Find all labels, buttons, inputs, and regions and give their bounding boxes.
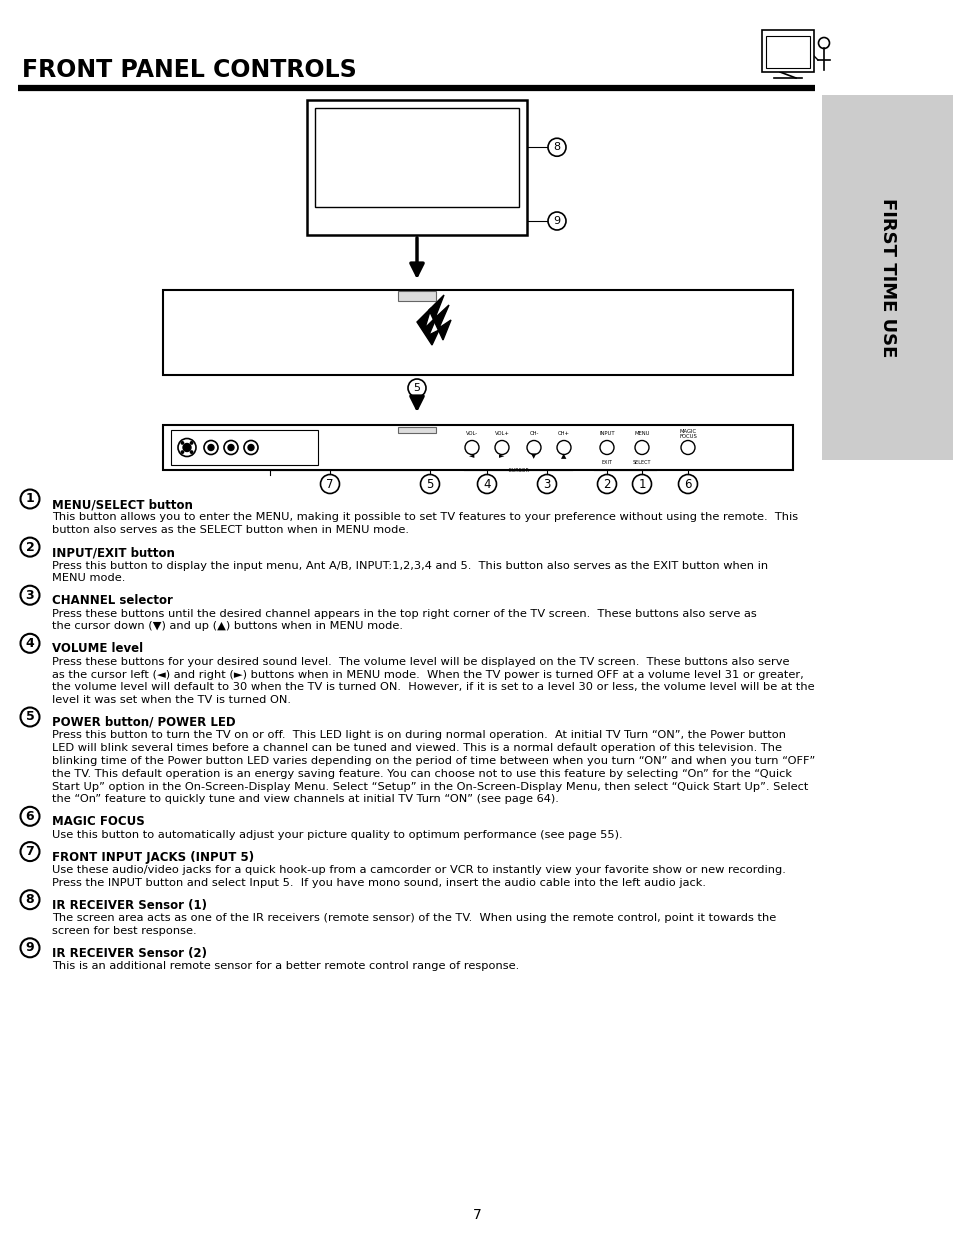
Text: FRONT PANEL CONTROLS: FRONT PANEL CONTROLS bbox=[22, 58, 356, 82]
Text: CH-: CH- bbox=[529, 431, 538, 436]
Text: MAGIC FOCUS: MAGIC FOCUS bbox=[52, 815, 145, 829]
Bar bbox=[163, 290, 792, 375]
Text: level it was set when the TV is turned ON.: level it was set when the TV is turned O… bbox=[52, 695, 291, 705]
Text: MENU mode.: MENU mode. bbox=[52, 573, 125, 583]
Text: 6: 6 bbox=[683, 478, 691, 490]
Text: VOLUME level: VOLUME level bbox=[52, 642, 143, 656]
Text: Press these buttons until the desired channel appears in the top right corner of: Press these buttons until the desired ch… bbox=[52, 609, 756, 619]
Polygon shape bbox=[429, 295, 451, 340]
Text: — CURSOR —: — CURSOR — bbox=[502, 468, 535, 473]
Text: 4: 4 bbox=[483, 478, 490, 490]
Text: 3: 3 bbox=[543, 478, 550, 490]
Text: 5: 5 bbox=[426, 478, 434, 490]
Text: 2: 2 bbox=[602, 478, 610, 490]
Text: ►: ► bbox=[498, 453, 504, 459]
Text: 8: 8 bbox=[553, 142, 560, 152]
Text: FRONT INPUT JACKS (INPUT 5): FRONT INPUT JACKS (INPUT 5) bbox=[52, 851, 253, 863]
Text: FIRST TIME USE: FIRST TIME USE bbox=[878, 198, 896, 357]
Text: ◄: ◄ bbox=[469, 453, 475, 459]
Text: 7: 7 bbox=[472, 1208, 481, 1221]
Bar bbox=[765, 36, 809, 68]
Bar bbox=[171, 430, 317, 466]
Text: INPUT: INPUT bbox=[598, 431, 614, 436]
Text: blinking time of the Power button LED varies depending on the period of time bet: blinking time of the Power button LED va… bbox=[52, 756, 815, 766]
Text: S-VIDEO  VIDEO L/MONO  R: S-VIDEO VIDEO L/MONO R bbox=[172, 457, 239, 462]
Text: Press the INPUT button and select Input 5.  If you have mono sound, insert the a: Press the INPUT button and select Input … bbox=[52, 878, 705, 888]
Text: MENU/SELECT button: MENU/SELECT button bbox=[52, 498, 193, 511]
Text: 8: 8 bbox=[26, 893, 34, 906]
Circle shape bbox=[191, 442, 193, 445]
Text: Press this button to turn the TV on or off.  This LED light is on during normal : Press this button to turn the TV on or o… bbox=[52, 730, 785, 741]
Circle shape bbox=[181, 442, 183, 445]
Text: The screen area acts as one of the IR receivers (remote sensor) of the TV.  When: The screen area acts as one of the IR re… bbox=[52, 913, 776, 924]
Text: IR RECEIVER Sensor (1): IR RECEIVER Sensor (1) bbox=[52, 899, 207, 911]
Circle shape bbox=[208, 445, 213, 451]
Circle shape bbox=[191, 451, 193, 453]
Bar bbox=[163, 425, 792, 471]
Text: FOCUS: FOCUS bbox=[679, 433, 697, 438]
Text: INPUT/EXIT button: INPUT/EXIT button bbox=[52, 546, 174, 559]
Text: This is an additional remote sensor for a better remote control range of respons: This is an additional remote sensor for … bbox=[52, 961, 518, 971]
Bar bbox=[307, 100, 526, 235]
Circle shape bbox=[181, 451, 183, 453]
Circle shape bbox=[183, 443, 191, 452]
Text: the cursor down (▼) and up (▲) buttons when in MENU mode.: the cursor down (▼) and up (▲) buttons w… bbox=[52, 621, 402, 631]
Text: VOL+: VOL+ bbox=[494, 431, 509, 436]
Text: LED will blink several times before a channel can be tuned and viewed. This is a: LED will blink several times before a ch… bbox=[52, 743, 781, 753]
Text: screen for best response.: screen for best response. bbox=[52, 926, 196, 936]
Bar bbox=[397, 291, 436, 301]
Text: button also serves as the SELECT button when in MENU mode.: button also serves as the SELECT button … bbox=[52, 525, 409, 535]
Text: SELECT: SELECT bbox=[632, 459, 651, 466]
Text: IR RECEIVER Sensor (2): IR RECEIVER Sensor (2) bbox=[52, 947, 207, 960]
Text: AUDIO1: AUDIO1 bbox=[244, 443, 265, 448]
Text: CH+: CH+ bbox=[558, 431, 569, 436]
Text: Press these buttons for your desired sound level.  The volume level will be disp: Press these buttons for your desired sou… bbox=[52, 657, 789, 667]
Polygon shape bbox=[416, 308, 438, 345]
Text: the volume level will default to 30 when the TV is turned ON.  However, if it is: the volume level will default to 30 when… bbox=[52, 683, 814, 693]
Text: 6: 6 bbox=[26, 810, 34, 823]
Text: 5: 5 bbox=[26, 710, 34, 724]
Text: 9: 9 bbox=[26, 941, 34, 955]
Text: 3: 3 bbox=[26, 589, 34, 601]
Bar bbox=[761, 30, 813, 72]
Circle shape bbox=[248, 445, 253, 451]
Text: EXIT: EXIT bbox=[601, 459, 612, 466]
Text: 7: 7 bbox=[26, 845, 34, 858]
Text: — INPUT 1 —: — INPUT 1 — bbox=[226, 435, 262, 440]
Text: the “On” feature to quickly tune and view channels at initial TV Turn “ON” (see : the “On” feature to quickly tune and vie… bbox=[52, 794, 558, 804]
Bar bbox=[314, 107, 518, 207]
Text: This button allows you to enter the MENU, making it possible to set TV features : This button allows you to enter the MENU… bbox=[52, 513, 798, 522]
Text: the TV. This default operation is an energy saving feature. You can choose not t: the TV. This default operation is an ene… bbox=[52, 769, 791, 779]
Text: as the cursor left (◄) and right (►) buttons when in MENU mode.  When the TV pow: as the cursor left (◄) and right (►) but… bbox=[52, 669, 803, 679]
Text: 1: 1 bbox=[26, 493, 34, 505]
Bar bbox=[397, 427, 436, 433]
Bar bbox=[821, 95, 953, 459]
Text: 2: 2 bbox=[26, 541, 34, 553]
Text: 9: 9 bbox=[553, 216, 560, 226]
Text: 1: 1 bbox=[638, 478, 645, 490]
Text: Start Up” option in the On-Screen-Display Menu. Select “Setup” in the On-Screen-: Start Up” option in the On-Screen-Displa… bbox=[52, 782, 807, 792]
Text: ▼: ▼ bbox=[531, 453, 537, 459]
Text: Use this button to automatically adjust your picture quality to optimum performa: Use this button to automatically adjust … bbox=[52, 830, 622, 840]
Text: 5: 5 bbox=[413, 383, 420, 393]
Text: Press this button to display the input menu, Ant A/B, INPUT:1,2,3,4 and 5.  This: Press this button to display the input m… bbox=[52, 561, 767, 571]
Text: MAGIC: MAGIC bbox=[679, 429, 696, 433]
Text: Use these audio/video jacks for a quick hook-up from a camcorder or VCR to insta: Use these audio/video jacks for a quick … bbox=[52, 864, 785, 876]
Text: ▲: ▲ bbox=[560, 453, 566, 459]
Circle shape bbox=[228, 445, 233, 451]
Text: CHANNEL selector: CHANNEL selector bbox=[52, 594, 172, 608]
Text: VOL-: VOL- bbox=[465, 431, 477, 436]
Text: 7: 7 bbox=[326, 478, 334, 490]
Text: 4: 4 bbox=[26, 637, 34, 650]
Text: POWER button/ POWER LED: POWER button/ POWER LED bbox=[52, 716, 235, 729]
Text: MENU: MENU bbox=[634, 431, 649, 436]
